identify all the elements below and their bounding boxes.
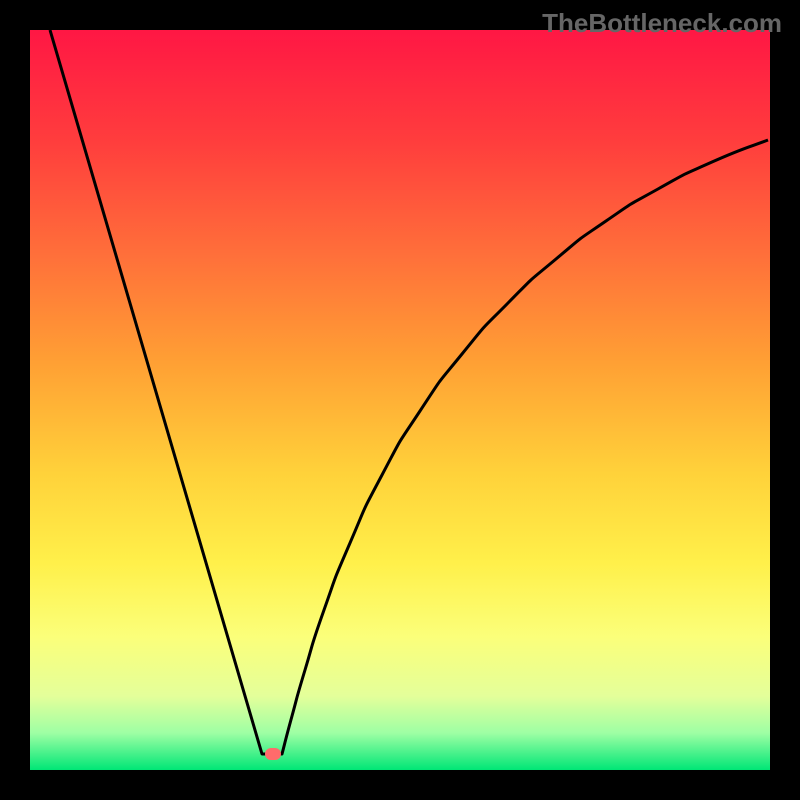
bottleneck-curve [30,30,770,770]
optimum-marker-icon [265,748,281,760]
plot-area [30,30,770,770]
watermark-text: TheBottleneck.com [542,8,782,39]
chart-container: TheBottleneck.com [0,0,800,800]
